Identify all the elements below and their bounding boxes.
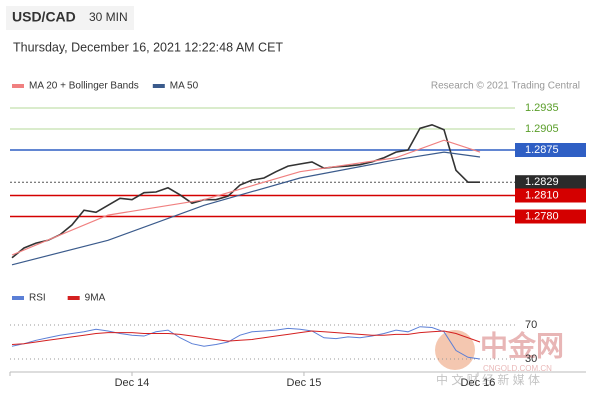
x-tick-label: Dec 16 bbox=[461, 377, 496, 389]
level-box bbox=[515, 175, 586, 190]
series-line bbox=[11, 139, 481, 256]
x-tick-label: Dec 14 bbox=[115, 377, 150, 389]
legend-label: MA 20 + Bollinger Bands bbox=[29, 81, 139, 92]
header-bg bbox=[6, 6, 134, 30]
legend-swatch bbox=[152, 84, 165, 88]
level-label: 1.2810 bbox=[525, 189, 559, 201]
level-label: 1.2780 bbox=[525, 210, 559, 222]
rsi-tick-label: 70 bbox=[525, 319, 537, 331]
symbol: USD/CAD bbox=[12, 9, 76, 25]
watermark-tagline: 中 文 财 经 新 媒 体 bbox=[436, 372, 540, 387]
watermark-brand: 中金网 bbox=[480, 329, 564, 361]
level-label: 1.2875 bbox=[525, 144, 559, 156]
watermark-site: CNGOLD.COM.CN bbox=[483, 364, 552, 373]
watermark: 中金网 CNGOLD.COM.CN 中 文 财 经 新 媒 体 bbox=[435, 329, 564, 387]
series-line bbox=[11, 151, 481, 266]
rsi-line bbox=[11, 330, 481, 346]
legend-swatch bbox=[12, 84, 24, 88]
timeframe: 30 MIN bbox=[89, 10, 128, 24]
legend-swatch bbox=[67, 296, 80, 300]
level-label: 1.2829 bbox=[525, 176, 559, 188]
level-box bbox=[515, 188, 586, 203]
level-box bbox=[515, 209, 586, 224]
watermark-logo bbox=[435, 330, 475, 370]
x-tick-label: Dec 15 bbox=[287, 377, 322, 389]
legend-label: MA 50 bbox=[170, 81, 199, 92]
rsi-line bbox=[11, 326, 481, 360]
legend-label: 9MA bbox=[85, 293, 106, 304]
level-label: 1.2905 bbox=[525, 123, 559, 135]
level-label: 1.2935 bbox=[525, 102, 559, 114]
level-box bbox=[515, 143, 586, 157]
credit: Research © 2021 Trading Central bbox=[431, 81, 580, 92]
legend-label: RSI bbox=[29, 293, 46, 304]
series-line bbox=[11, 123, 480, 259]
legend-swatch bbox=[12, 296, 24, 300]
rsi-tick-label: 30 bbox=[525, 353, 537, 365]
subtitle: Thursday, December 16, 2021 12:22:48 AM … bbox=[13, 40, 283, 54]
